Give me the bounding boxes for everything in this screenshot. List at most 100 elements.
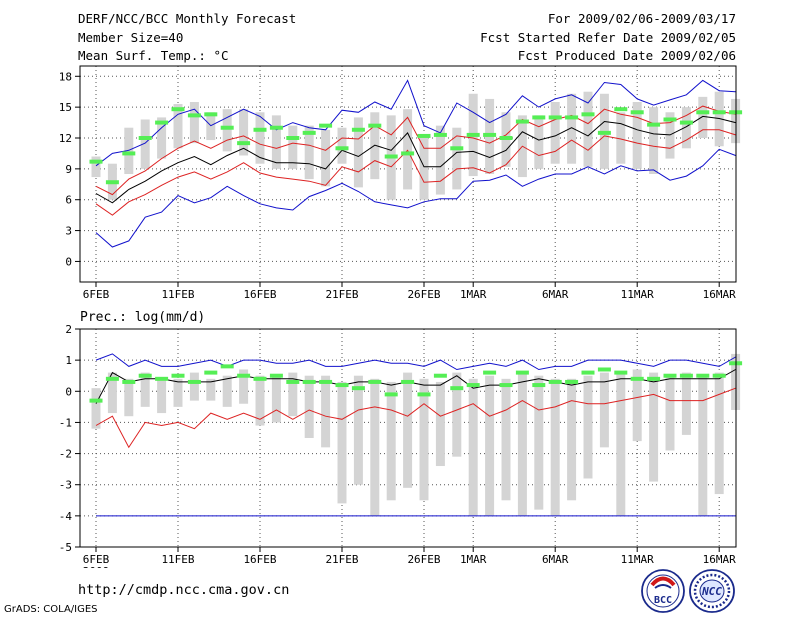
- spread-box: [419, 135, 429, 200]
- spread-box: [222, 375, 232, 407]
- y-tick-label: 0: [65, 255, 72, 268]
- median-marker: [286, 136, 300, 140]
- y-tick-label: -3: [59, 479, 72, 492]
- spread-box: [567, 378, 577, 501]
- spread-box: [288, 372, 298, 417]
- spread-box: [403, 109, 413, 190]
- spread-box: [239, 369, 249, 404]
- series-mean-line: [95, 115, 736, 204]
- median-marker: [417, 392, 431, 397]
- spread-box: [173, 104, 183, 149]
- spread-box: [435, 381, 445, 467]
- spread-box: [271, 115, 281, 169]
- spread-box: [206, 378, 216, 401]
- median-marker: [597, 130, 611, 135]
- spread-box: [649, 372, 659, 482]
- precipitation-variable-label: Prec.: log(mm/d): [80, 310, 206, 325]
- spread-box: [583, 91, 593, 167]
- median-marker: [483, 132, 497, 137]
- spread-box: [550, 102, 560, 164]
- y-tick-label: 0: [65, 385, 72, 398]
- median-marker: [122, 151, 136, 156]
- spread-box: [714, 372, 724, 495]
- x-tick-label: 16MAR: [703, 553, 736, 566]
- ncc-logo-text: NCC: [701, 585, 722, 598]
- median-marker: [401, 379, 415, 384]
- median-marker: [237, 373, 251, 378]
- spread-box: [534, 375, 544, 510]
- median-marker: [515, 119, 529, 124]
- series-mean-line: [95, 369, 736, 404]
- x-tick-label: 26FEB: [407, 288, 440, 301]
- spread-box: [452, 372, 462, 457]
- bcc-logo: BCC: [641, 569, 685, 613]
- median-marker: [253, 127, 267, 132]
- median-marker: [450, 146, 464, 151]
- y-tick-label: 15: [59, 101, 72, 114]
- spread-box: [616, 372, 626, 516]
- plot-frame: [79, 65, 737, 283]
- y-tick-label: -5: [59, 541, 72, 554]
- x-tick-label: 1MAR: [460, 288, 487, 301]
- spread-box: [91, 156, 101, 178]
- median-marker: [319, 123, 333, 128]
- median-marker: [581, 112, 595, 117]
- y-tick-label: 2: [65, 323, 72, 336]
- median-marker: [532, 115, 546, 120]
- forecast-started-date: Fcst Started Refer Date 2009/02/05: [480, 30, 736, 45]
- median-marker: [614, 107, 628, 112]
- spread-box: [337, 127, 347, 164]
- median-marker: [269, 373, 283, 378]
- x-tick-label: 6FEB: [83, 288, 110, 301]
- median-marker: [220, 364, 234, 369]
- spread-box: [140, 372, 150, 407]
- x-tick-label: 11FEB: [161, 288, 194, 301]
- median-marker: [548, 379, 562, 384]
- spread-box: [583, 375, 593, 479]
- median-marker: [384, 392, 398, 397]
- spread-box: [353, 375, 363, 485]
- spread-box: [304, 375, 314, 438]
- x-tick-label: 6MAR: [542, 553, 569, 566]
- median-marker: [253, 376, 267, 381]
- spread-box: [124, 127, 134, 174]
- median-marker: [679, 373, 693, 378]
- median-marker: [122, 379, 136, 384]
- plot-frame: [79, 328, 737, 548]
- spread-box: [321, 375, 331, 448]
- bcc-logo-text: BCC: [654, 595, 672, 606]
- spread-box: [370, 378, 380, 516]
- median-marker: [171, 373, 185, 378]
- source-url[interactable]: http://cmdp.ncc.cma.gov.cn: [78, 582, 290, 598]
- x-tick-label: 1MAR: [460, 553, 487, 566]
- median-marker: [696, 110, 710, 115]
- spread-box: [632, 102, 642, 169]
- x-tick-label: 16MAR: [703, 288, 736, 301]
- median-marker: [351, 127, 365, 132]
- median-marker: [105, 180, 119, 185]
- spread-box: [222, 109, 232, 152]
- y-tick-label: 12: [59, 132, 72, 145]
- median-marker: [630, 110, 644, 115]
- median-marker: [401, 151, 415, 156]
- spread-box: [419, 378, 429, 501]
- spread-box: [288, 125, 298, 169]
- spread-box: [403, 372, 413, 488]
- spread-box: [157, 378, 167, 414]
- spread-box: [435, 125, 445, 195]
- median-marker: [515, 370, 529, 375]
- median-marker: [663, 373, 677, 378]
- median-marker: [286, 379, 300, 384]
- spread-box: [271, 375, 281, 423]
- median-marker: [466, 383, 480, 388]
- x-year-label: 2009: [83, 300, 110, 302]
- x-tick-label: 16FEB: [243, 553, 276, 566]
- median-marker: [155, 120, 169, 125]
- median-marker: [204, 370, 218, 375]
- median-marker: [565, 379, 579, 384]
- spread-box: [468, 378, 478, 516]
- spread-box: [681, 107, 691, 149]
- median-marker: [433, 132, 447, 137]
- median-marker: [269, 125, 283, 130]
- median-marker: [630, 376, 644, 381]
